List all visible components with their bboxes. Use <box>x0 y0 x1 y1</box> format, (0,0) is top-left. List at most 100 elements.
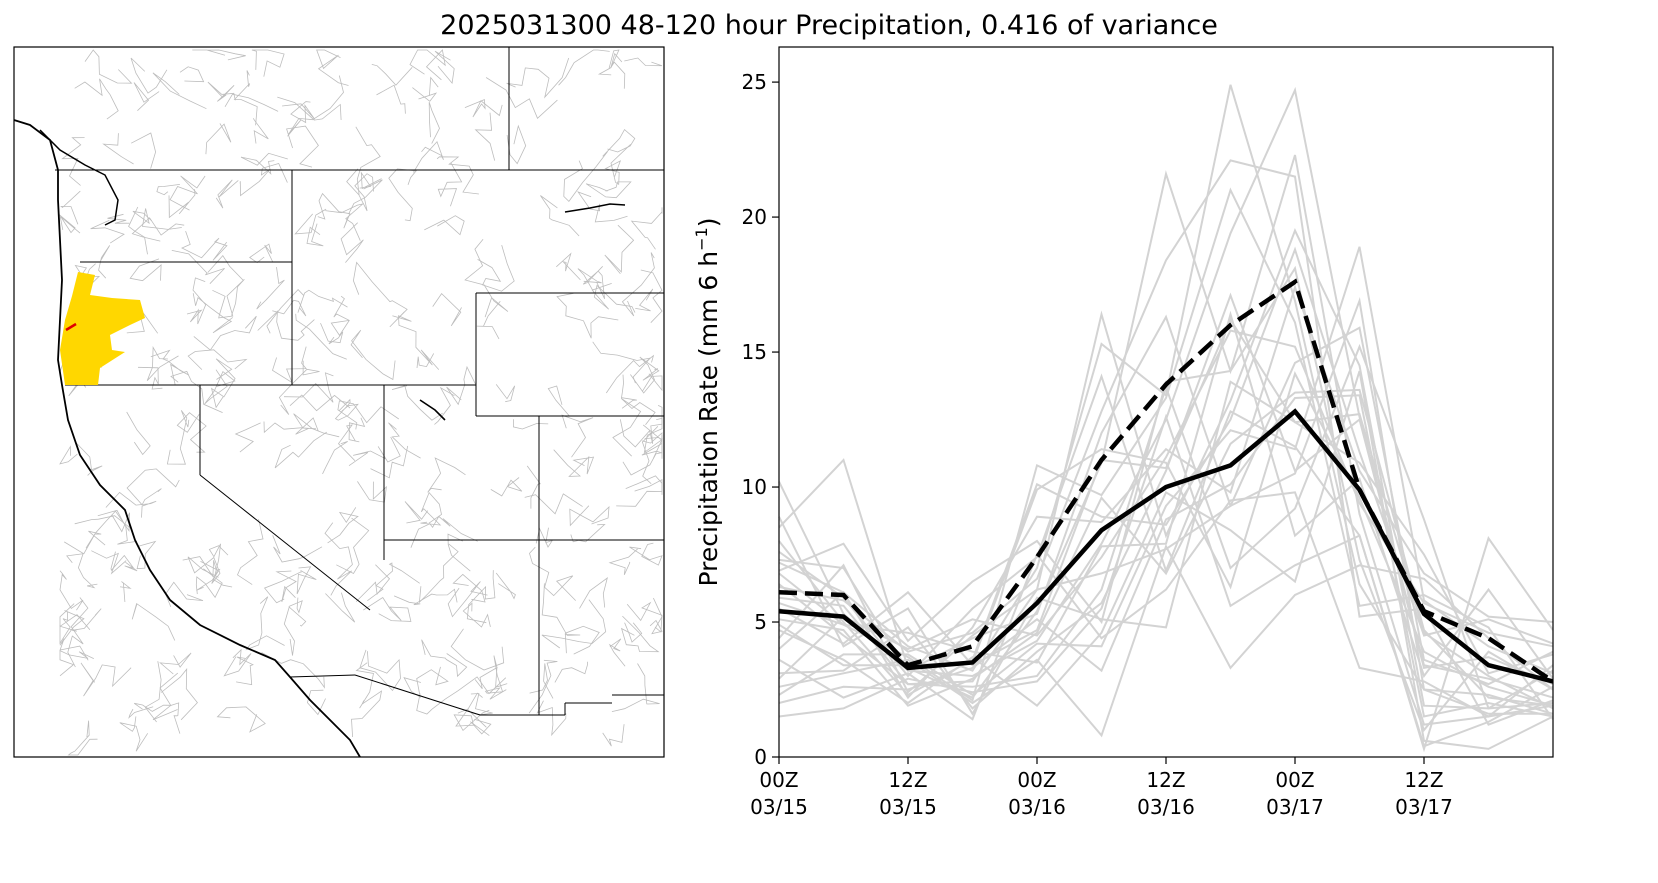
basin-line <box>306 223 324 247</box>
basin-line <box>352 261 408 328</box>
basin-line <box>67 720 98 756</box>
basin-line <box>561 414 594 458</box>
x-tick-label: 03/17 <box>1266 795 1324 819</box>
basin-line <box>629 542 663 566</box>
mean-solid-line <box>778 408 1554 684</box>
basin-line <box>119 716 149 752</box>
basin-line <box>66 530 106 564</box>
basin-line <box>59 570 84 611</box>
basin-line <box>251 49 285 77</box>
basin-line <box>317 192 351 229</box>
basin-line <box>322 441 348 475</box>
basin-line <box>287 75 344 137</box>
basin-line <box>412 76 439 102</box>
basin-line <box>137 366 163 390</box>
basin-line <box>620 615 660 653</box>
basin-line <box>355 126 381 195</box>
basin-line <box>330 295 350 337</box>
y-axis-label: Precipitation Rate (mm 6 h−1) <box>692 218 723 587</box>
basin-line <box>634 479 663 495</box>
basin-line <box>393 588 458 606</box>
basin-line <box>150 349 190 385</box>
basin-line <box>506 124 527 165</box>
basin-line <box>529 663 554 699</box>
basin-line <box>577 268 602 293</box>
basin-line <box>357 481 387 503</box>
map-layer <box>13 46 665 758</box>
basin-line <box>61 137 85 186</box>
basin-line <box>288 597 303 614</box>
x-tick-label: 12Z <box>1146 768 1185 792</box>
x-tick-label: 12Z <box>888 768 927 792</box>
member-line-22 <box>778 310 1554 680</box>
x-tick-label: 00Z <box>1275 768 1314 792</box>
basin-line <box>283 372 334 403</box>
basin-line <box>215 179 239 209</box>
basin-line <box>391 385 443 421</box>
basin-line <box>80 662 132 697</box>
basin-line <box>452 573 486 603</box>
basin-line <box>85 510 130 549</box>
basin-line <box>272 535 323 563</box>
basin-line <box>160 668 198 721</box>
basin-line <box>130 57 168 94</box>
basin-line <box>126 468 180 506</box>
basin-line <box>170 370 223 413</box>
basin-line <box>263 571 301 604</box>
basin-line <box>256 267 285 310</box>
basin-line <box>371 64 413 86</box>
basin-line <box>495 572 516 600</box>
basin-line <box>621 252 655 317</box>
basin-line <box>346 168 374 212</box>
x-tick-label: 03/17 <box>1395 795 1453 819</box>
x-tick-label: 03/16 <box>1137 795 1195 819</box>
basin-line <box>233 70 258 126</box>
basin-line <box>59 610 89 661</box>
basin-line <box>585 181 632 199</box>
basin-line <box>102 133 134 165</box>
basin-line <box>403 666 449 699</box>
basin-line <box>261 652 325 689</box>
basin-line <box>474 112 496 161</box>
basin-line <box>582 266 605 299</box>
basin-line <box>434 386 455 425</box>
basin-line <box>126 411 151 456</box>
basin-line <box>540 195 580 237</box>
basin-line <box>334 398 359 421</box>
basin-line <box>294 208 327 235</box>
basin-line <box>602 724 625 747</box>
basin-line <box>547 385 571 417</box>
highlighted-basin-edge <box>65 322 77 332</box>
y-tick-label: 20 <box>742 205 767 229</box>
basin-line <box>490 477 523 497</box>
basin-line <box>186 277 207 325</box>
basin-line <box>424 215 465 236</box>
basin-line <box>325 203 365 241</box>
basin-line <box>355 564 391 602</box>
x-tick-label: 03/15 <box>750 795 808 819</box>
basin-line <box>289 394 351 412</box>
basin-line <box>621 374 637 409</box>
lake-outline <box>419 203 626 421</box>
basin-line <box>541 599 607 649</box>
x-tick-label: 03/16 <box>1008 795 1066 819</box>
y-axis-label-base: Precipitation Rate (mm 6 h <box>694 251 723 587</box>
basin-line <box>274 431 328 469</box>
member-line-23 <box>778 413 1554 753</box>
basin-line <box>485 77 558 119</box>
basin-line <box>204 369 236 405</box>
basin-line <box>168 189 196 219</box>
basin-line <box>98 245 111 279</box>
basin-line <box>558 49 610 86</box>
member-line-14 <box>778 329 1554 680</box>
basin-line <box>210 358 236 409</box>
basin-line <box>476 301 501 340</box>
basin-line <box>427 457 466 493</box>
basin-line <box>283 606 307 656</box>
basin-line <box>416 676 507 715</box>
basin-line <box>437 162 463 207</box>
basin-line <box>144 661 162 723</box>
basin-line <box>608 638 626 667</box>
basin-line <box>388 168 417 222</box>
basin-line <box>252 118 269 144</box>
